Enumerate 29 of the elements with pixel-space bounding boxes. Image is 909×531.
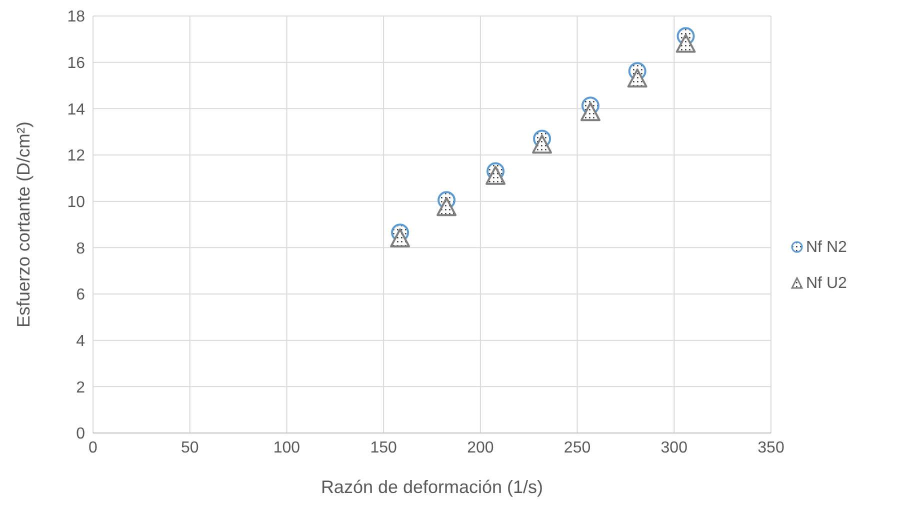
point [532, 134, 552, 154]
y-tick-label: 18 [67, 8, 86, 26]
x-axis-title: Razón de deformación (1/s) [320, 477, 544, 497]
y-axis-title: Esfuerzo cortante (D/cm²) [13, 121, 34, 328]
point [486, 166, 506, 185]
point [580, 102, 600, 122]
point [436, 197, 457, 216]
y-tick-label: 10 [67, 194, 86, 212]
y-tick-label: 4 [76, 333, 86, 350]
x-tick-label: 200 [467, 439, 494, 456]
x-tick-label: 0 [88, 439, 98, 456]
point [676, 34, 696, 53]
y-tick-label: 6 [76, 286, 86, 304]
point [390, 228, 410, 248]
y-tick-label: 0 [76, 426, 86, 443]
y-tick-label: 16 [67, 55, 86, 72]
point [627, 68, 648, 88]
x-tick-label: 50 [180, 439, 199, 456]
x-tick-label: 100 [273, 439, 300, 456]
x-tick-label: 150 [370, 439, 398, 456]
y-tick-label: 12 [67, 148, 86, 165]
y-tick-label: 14 [67, 101, 86, 118]
x-tick-label: 350 [758, 439, 784, 456]
y-tick-label: 2 [76, 379, 86, 396]
x-tick-label: 300 [660, 439, 688, 456]
legend-label: Nf N2 [805, 238, 848, 256]
y-tick-label: 8 [76, 240, 86, 258]
legend-label: Nf U2 [805, 274, 848, 292]
x-tick-label: 250 [564, 439, 591, 456]
